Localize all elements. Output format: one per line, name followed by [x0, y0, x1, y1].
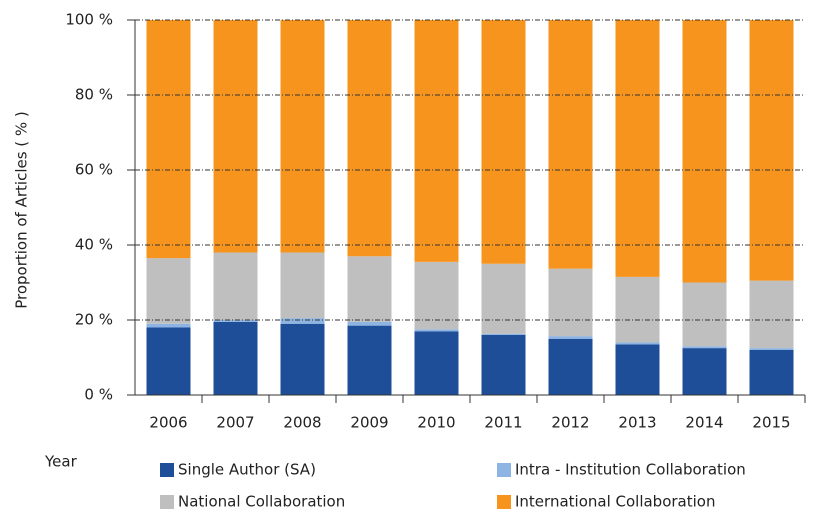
bar-segment [414, 261, 459, 330]
legend-swatch [497, 495, 511, 509]
legend-swatch [160, 463, 174, 477]
bar-segment [548, 268, 593, 337]
x-tick-label: 2008 [283, 414, 321, 432]
bar-segment [414, 331, 459, 395]
bar-segment [280, 20, 325, 253]
bar-segment [749, 350, 794, 395]
bar-segment [682, 282, 727, 347]
x-tick-label: 2012 [551, 414, 589, 432]
bar-segment [548, 338, 593, 395]
bar-segment [682, 348, 727, 395]
bar-segment [146, 323, 191, 328]
x-tick-label: 2007 [216, 414, 254, 432]
x-tick-label: 2011 [484, 414, 522, 432]
bar-segment [347, 321, 392, 326]
bar-segment [146, 20, 191, 259]
bar-segment [347, 325, 392, 395]
y-tick-label: 80 % [75, 86, 113, 104]
bar-segment [682, 20, 727, 283]
bar-segment [481, 263, 526, 334]
y-tick-label: 0 % [84, 386, 113, 404]
x-tick-label: 2006 [149, 414, 187, 432]
y-axis-title: Proportion of Articles ( % ) [13, 111, 31, 309]
y-tick-label: 100 % [65, 11, 113, 29]
bar-segment [548, 336, 593, 339]
x-axis-title: Year [44, 453, 78, 471]
x-tick-label: 2009 [350, 414, 388, 432]
bar-segment [280, 252, 325, 319]
bar-segment [414, 329, 459, 332]
bar-segment [682, 346, 727, 349]
bar-segment [749, 20, 794, 281]
bar-segment [146, 258, 191, 324]
legend-swatch [497, 463, 511, 477]
x-tick-label: 2013 [618, 414, 656, 432]
y-tick-label: 20 % [75, 311, 113, 329]
y-tick-label: 60 % [75, 161, 113, 179]
bar-segment [213, 252, 258, 320]
x-tick-label: 2010 [417, 414, 455, 432]
bar-segment [481, 333, 526, 335]
legend-label: Intra - Institution Collaboration [515, 461, 746, 479]
bar-segment [213, 20, 258, 253]
bar-segment [615, 276, 660, 343]
bar-segment [548, 20, 593, 269]
bar-segment [615, 342, 660, 345]
legend-label: National Collaboration [178, 493, 345, 511]
bar-segment [481, 20, 526, 264]
bar-segment [481, 335, 526, 395]
x-tick-label: 2015 [752, 414, 790, 432]
bar-segment [347, 256, 392, 322]
bar-segment [213, 321, 258, 395]
bar-segment [146, 327, 191, 395]
bar-segment [280, 323, 325, 395]
bar-segment [347, 20, 392, 257]
bar-segment [749, 348, 794, 350]
y-tick-label: 40 % [75, 236, 113, 254]
bar-segment [280, 318, 325, 324]
x-tick-label: 2014 [685, 414, 723, 432]
bar-segment [213, 320, 258, 322]
legend-swatch [160, 495, 174, 509]
legend-label: Single Author (SA) [178, 461, 316, 479]
legend-label: International Collaboration [515, 493, 715, 511]
bar-segment [749, 280, 794, 349]
bar-segment [414, 20, 459, 262]
bar-segment [615, 20, 660, 277]
bar-segment [615, 344, 660, 395]
